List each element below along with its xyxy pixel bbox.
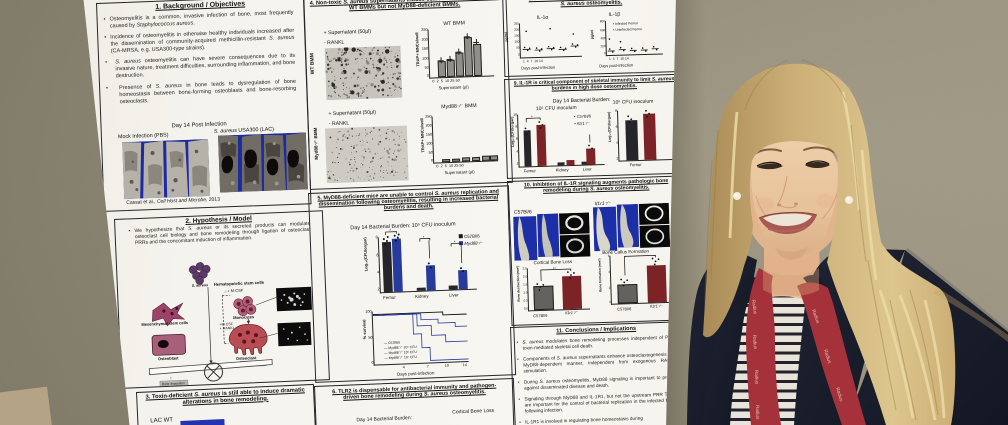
svg-text:Osteoclast: Osteoclast: [236, 355, 257, 361]
svg-text:Hematopoietic stem cells: Hematopoietic stem cells: [214, 280, 265, 287]
svg-text:**: **: [553, 266, 557, 271]
svg-text:— Myd88⁻⁄⁻ 10⁵ CFU: — Myd88⁻⁄⁻ 10⁵ CFU: [384, 345, 417, 350]
svg-text:**: **: [636, 254, 640, 258]
svg-text:Mesenchymal stem cells: Mesenchymal stem cells: [141, 320, 189, 327]
svg-text:— Myd88⁻⁄⁻ 10⁶ CFU: — Myd88⁻⁄⁻ 10⁶ CFU: [384, 350, 417, 355]
svg-text:Monocytes: Monocytes: [233, 314, 255, 320]
svg-text:*: *: [454, 239, 456, 244]
svg-text:↓ + M-CSF: ↓ + M-CSF: [224, 288, 244, 294]
svg-text:Radius: Radius: [835, 387, 844, 403]
svg-text:Radius: Radius: [754, 370, 760, 385]
svg-text:Osteoblast: Osteoblast: [158, 355, 180, 361]
svg-text:Radius: Radius: [755, 405, 760, 420]
svg-text:Radius: Radius: [751, 299, 758, 315]
svg-text:Radius: Radius: [811, 309, 821, 325]
svg-text:*: *: [423, 235, 425, 240]
svg-text:— Myd88⁻⁄⁻ 10⁷ CFU: — Myd88⁻⁄⁻ 10⁷ CFU: [384, 355, 417, 360]
svg-text:Bone deposition: Bone deposition: [162, 381, 185, 386]
svg-text:*: *: [389, 228, 391, 233]
svg-text:Radius: Radius: [823, 349, 832, 365]
svg-text:+M-CSF: +M-CSF: [219, 322, 233, 327]
svg-text:— C57Bl/6: — C57Bl/6: [384, 341, 401, 346]
svg-text:*: *: [531, 114, 533, 119]
svg-text:↑: ↑: [170, 376, 173, 382]
svg-text:Radius: Radius: [752, 335, 758, 350]
svg-text:+ RANKL: + RANKL: [220, 326, 235, 331]
svg-text:S. aureus: S. aureus: [192, 283, 208, 288]
